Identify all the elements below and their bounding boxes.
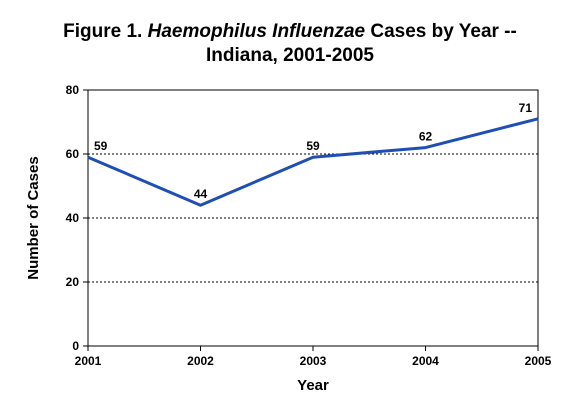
- series-line-0: [87, 117, 539, 207]
- y-tick-label-80: 80: [66, 83, 80, 97]
- title-suffix: Cases by Year --: [365, 21, 517, 42]
- title-italic: Haemophilus Influenzae: [147, 21, 366, 42]
- data-label-2001: 59: [94, 139, 108, 153]
- x-tick-label-2005: 2005: [525, 354, 552, 368]
- x-tick-label-2004: 2004: [412, 354, 439, 368]
- gridlines: [88, 153, 538, 283]
- y-tick-label-60: 60: [66, 147, 80, 161]
- y-tick-labels: 0 20 40 60 80: [66, 83, 80, 353]
- data-label-2002: 44: [194, 187, 208, 201]
- chart-title-line1: Figure 1. Haemophilus Influenzae Cases b…: [0, 20, 580, 44]
- y-axis-label: Number of Cases: [25, 156, 42, 279]
- y-tick-label-20: 20: [66, 275, 80, 289]
- x-tick-labels: 2001 2002 2003 2004 2005: [75, 354, 552, 368]
- series-lines: [87, 117, 539, 207]
- chart-title: Figure 1. Haemophilus Influenzae Cases b…: [0, 20, 580, 68]
- y-tick-label-40: 40: [66, 211, 80, 225]
- data-labels: 59 44 59 62 71: [94, 101, 532, 201]
- axes: [83, 89, 539, 351]
- data-label-2005: 71: [519, 101, 533, 115]
- x-tick-label-2002: 2002: [187, 354, 214, 368]
- x-axis-label: Year: [297, 377, 329, 394]
- x-tick-label-2003: 2003: [300, 354, 327, 368]
- title-prefix: Figure 1.: [63, 21, 148, 42]
- x-tick-label-2001: 2001: [75, 354, 102, 368]
- data-label-2004: 62: [419, 130, 433, 144]
- y-tick-label-0: 0: [72, 339, 79, 353]
- chart-title-line2: Indiana, 2001-2005: [206, 45, 374, 66]
- data-label-2003: 59: [306, 139, 320, 153]
